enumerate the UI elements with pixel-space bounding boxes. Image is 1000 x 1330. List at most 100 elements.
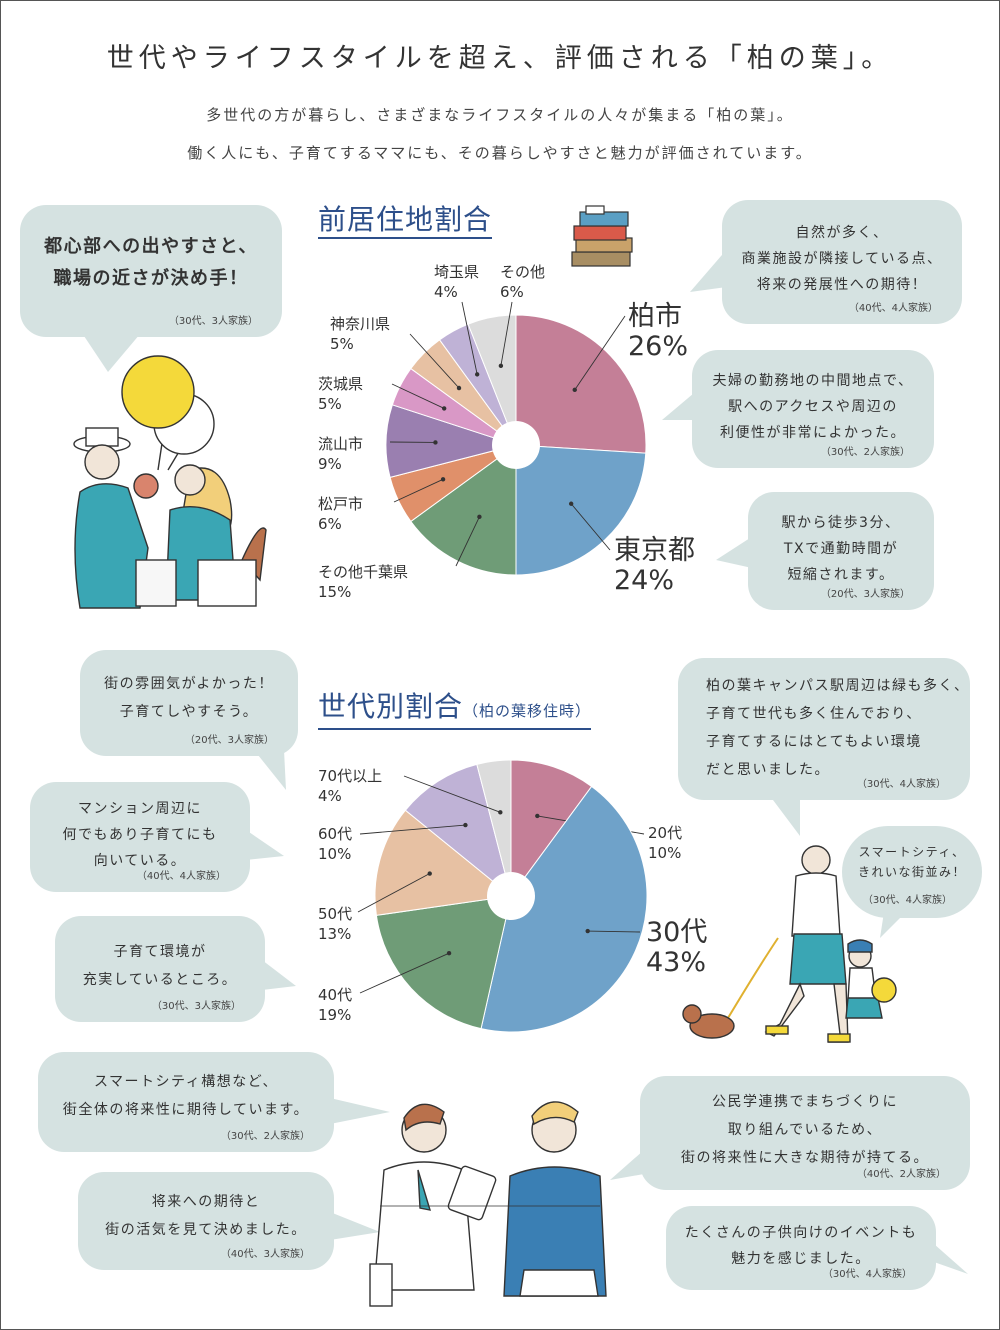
chart1-label-other: その他 6%: [500, 263, 546, 301]
quote-bubble-6: マンション周辺に 何でもあり子育てにも 向いている。 （40代、4人家族）: [30, 782, 250, 892]
quote-10-attr: （30代、2人家族）: [220, 1131, 310, 1142]
pie2-slice-3: [375, 895, 512, 1030]
pie2-dot-5: [463, 822, 468, 828]
quote-6-text: マンション周辺に 何でもあり子育てにも 向いている。: [62, 801, 218, 869]
quote-9-attr: （30代、4人家族）: [862, 895, 952, 906]
pie2-dot-3: [446, 951, 452, 956]
quote-bubble-4: 駅から徒歩3分、 TXで通勤時間が 短縮されます。 （20代、3人家族）: [748, 492, 934, 610]
pie2-dot-1: [535, 813, 540, 819]
quote-6-attr: （40代、4人家族）: [136, 871, 226, 882]
pie2-slice-4: [374, 809, 513, 916]
pie2-leader-3: [359, 952, 450, 994]
pie1-dot-4: [440, 477, 446, 482]
pie2-slice-6: [476, 759, 512, 897]
chart2-label-70s: 70代以上 4%: [318, 767, 383, 805]
pie1-center-hole: [492, 421, 540, 469]
quote-9-text: スマートシティ、 きれいな街並み！: [857, 845, 966, 879]
quote-bubble-11: 将来への期待と 街の活気を見て決めました。 （40代、3人家族）: [78, 1172, 334, 1270]
quote-8-text: 柏の葉キャンパス駅周辺は緑も多く、 子育て世代も多く住んでおり、 子育てするには…: [706, 678, 970, 778]
chart1-label-other-chiba: その他千葉県 15%: [318, 563, 409, 601]
quote-1-text: 都心部への出やすさと、 職場の近さが決め手！: [44, 236, 258, 289]
quote-5-attr: （20代、3人家族）: [184, 735, 274, 746]
quote-11-attr: （40代、3人家族）: [220, 1249, 310, 1260]
chart2-label-60s: 60代 10%: [318, 825, 353, 863]
chart1-label-matsudo: 松戸市 6%: [318, 495, 364, 533]
chart2-label-40s: 40代 19%: [318, 986, 353, 1024]
quote-8-attr: （30代、4人家族）: [856, 779, 946, 790]
chart2-label-30s: 30代 43%: [646, 917, 708, 978]
quote-bubble-13: たくさんの子供向けのイベントも 魅力を感じました。 （30代、4人家族）: [666, 1206, 936, 1290]
chart1-label-tokyo: 東京都 24%: [614, 535, 695, 596]
pie2-slice-2: [480, 785, 648, 1033]
pie2-center-hole: [487, 872, 535, 920]
chart1-label-saitama: 埼玉県 4%: [434, 263, 480, 301]
pie-chart-2: [357, 759, 648, 1033]
quote-bubble-9: スマートシティ、 きれいな街並み！ （30代、4人家族）: [842, 826, 982, 918]
pie1-dot-8: [474, 372, 480, 377]
pie1-leader-6: [391, 383, 445, 409]
pie1-leader-8: [461, 301, 478, 375]
quote-2-text: 自然が多く、 商業施設が隣接している点、 将来の発展性への期待！: [741, 225, 943, 293]
chart2-subtitle: （柏の葉移住時）: [463, 702, 592, 720]
quote-10-text: スマートシティ構想など、 街全体の将来性に期待しています。: [62, 1074, 310, 1118]
quote-bubble-10: スマートシティ構想など、 街全体の将来性に期待しています。 （30代、2人家族）: [38, 1052, 334, 1152]
lead-line-2: 働く人にも、子育てするママにも、その暮らしやすさと魅力が評価されています。: [187, 144, 813, 162]
quote-5-text: 街の雰囲気がよかった！ 子育てしやすそう。: [104, 676, 274, 720]
quote-7-text: 子育て環境が 充実しているところ。: [82, 944, 238, 988]
pie2-slice-1: [510, 759, 593, 898]
pie1-dot-6: [441, 406, 447, 411]
pie1-leader-2: [570, 503, 611, 551]
pie2-dot-4: [427, 871, 432, 876]
chart1-label-nagareyama: 流山市 9%: [318, 435, 364, 473]
chart1-label-kanagawa: 神奈川県 5%: [330, 315, 391, 353]
pie1-dot-1: [572, 387, 577, 393]
pie1-dot-7: [456, 385, 462, 391]
quote-11-text: 将来への期待と 街の活気を見て決めました。: [105, 1194, 307, 1238]
quote-12-attr: （40代、2人家族）: [856, 1169, 946, 1180]
pie1-dot-3: [477, 514, 482, 520]
pie1-leader-7: [409, 333, 460, 389]
pie2-leader-2: [587, 930, 641, 933]
chart2-title: 世代別割合（柏の葉移住時）: [318, 690, 592, 730]
quote-13-attr: （30代、4人家族）: [822, 1269, 912, 1280]
pie2-leader-4: [357, 873, 430, 913]
pie1-leader-1: [574, 315, 626, 391]
pie1-slice-1: [515, 314, 647, 454]
pie1-dot-2: [568, 501, 574, 506]
quote-12-text: 公民学連携でまちづくりに 取り組んでいるため、 街の将来性に大きな期待が持てる。: [681, 1094, 929, 1166]
quote-2-attr: （40代、4人家族）: [848, 303, 938, 314]
quote-bubble-8: 柏の葉キャンパス駅周辺は緑も多く、 子育て世代も多く住んでおり、 子育てするには…: [678, 658, 970, 800]
pie1-slice-2: [515, 444, 647, 576]
quote-4-text: 駅から徒歩3分、 TXで通勤時間が 短縮されます。: [781, 515, 901, 583]
chart2-label-50s: 50代 13%: [318, 905, 353, 943]
lead-line-1: 多世代の方が暮らし、さまざまなライフスタイルの人々が集まる「柏の葉」。: [206, 106, 794, 124]
quote-bubble-12: 公民学連携でまちづくりに 取り組んでいるため、 街の将来性に大きな期待が持てる。…: [640, 1076, 970, 1190]
chart2-label-20s: 20代 10%: [648, 824, 683, 862]
quote-bubble-3: 夫婦の勤務地の中間地点で、 駅へのアクセスや周辺の 利便性が非常によかった。 （…: [692, 350, 934, 468]
pie1-dot-9: [498, 363, 504, 369]
pie2-leader-5: [359, 824, 466, 835]
pie2-slice-5: [404, 763, 512, 898]
quote-3-attr: （30代、2人家族）: [820, 447, 910, 458]
pie1-slice-3: [410, 444, 517, 576]
pie2-dot-2: [585, 928, 590, 934]
pie1-leader-3: [455, 516, 480, 567]
quote-1-attr: （30代、3人家族）: [168, 316, 258, 327]
pie2-leader-6: [403, 775, 501, 813]
page-title: 世代やライフスタイルを超え、評価される「柏の葉」。: [106, 43, 894, 74]
quote-7-attr: （30代、3人家族）: [151, 1001, 241, 1012]
quote-bubble-5: 街の雰囲気がよかった！ 子育てしやすそう。 （20代、3人家族）: [80, 650, 298, 756]
pie1-leader-4: [393, 478, 444, 503]
chart1-title: 前居住地割合: [318, 203, 493, 239]
chart1-label-kashiwa: 柏市 26%: [628, 301, 689, 362]
quote-bubble-2: 自然が多く、 商業施設が隣接している点、 将来の発展性への期待！ （40代、4人…: [722, 200, 962, 324]
quote-bubble-7: 子育て環境が 充実しているところ。 （30代、3人家族）: [55, 916, 265, 1022]
pie1-dot-5: [433, 440, 438, 445]
quote-13-text: たくさんの子供向けのイベントも 魅力を感じました。: [684, 1225, 918, 1267]
chart1-label-ibaraki: 茨城県 5%: [318, 375, 364, 413]
quote-bubble-1: 都心部への出やすさと、 職場の近さが決め手！ （30代、3人家族）: [20, 205, 282, 337]
pie-chart-1: [385, 301, 647, 576]
chart2-title-main: 世代別割合: [318, 690, 464, 723]
quote-3-text: 夫婦の勤務地の中間地点で、 駅へのアクセスや周辺の 利便性が非常によかった。: [712, 373, 914, 441]
